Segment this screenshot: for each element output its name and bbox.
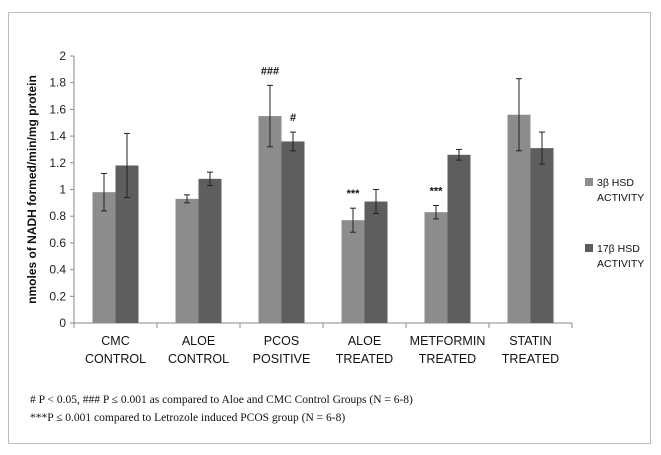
bar-17b-hsd <box>281 141 305 323</box>
y-tick-label: 0.2 <box>49 289 66 303</box>
bar-3b-hsd <box>341 220 365 323</box>
y-axis-title: nmoles of NADH formed/min/mg protein <box>25 75 39 304</box>
y-tick-label: 0.6 <box>49 236 66 250</box>
y-tick-label: 1.6 <box>49 102 66 116</box>
x-category-label: TREATED <box>336 352 393 366</box>
x-category-label: CONTROL <box>85 352 146 366</box>
y-tick-label: 1.8 <box>49 76 66 90</box>
labels: CMC CONTROL ALOE CONTROL PCOS POSITIVE ALOE TRE… <box>85 65 559 366</box>
y-tick-label: 1 <box>59 183 66 197</box>
x-category-label: CMC <box>101 334 129 348</box>
y-tick-label: 1.2 <box>49 156 66 170</box>
x-category-label: TREATED <box>502 352 559 366</box>
legend-label: ACTIVITY <box>597 258 644 270</box>
bar-3b-hsd <box>507 114 531 324</box>
y-tick-label: 2 <box>59 49 66 63</box>
bars <box>92 78 554 324</box>
bar-3b-hsd <box>424 212 448 323</box>
bar-17b-hsd <box>530 148 554 323</box>
footnote-significance-controls: # P < 0.05, ### P ≤ 0.001 as compared to… <box>30 394 413 406</box>
bar-17b-hsd <box>198 178 222 323</box>
legend-label: 17β HSD <box>597 243 640 255</box>
footnote-significance-pcos: ***P ≤ 0.001 compared to Letrozole induc… <box>30 412 346 424</box>
bar-17b-hsd <box>115 165 139 323</box>
legend-swatch <box>585 178 593 186</box>
significance-marker: # <box>290 112 296 124</box>
legend: 3β HSD ACTIVITY 17β HSD ACTIVITY <box>585 177 644 270</box>
x-category-label: METFORMIN <box>410 334 486 348</box>
legend-label: 3β HSD <box>597 177 634 189</box>
bar-17b-hsd <box>364 201 388 323</box>
bar-3b-hsd <box>175 198 199 323</box>
x-category-label: CONTROL <box>168 352 229 366</box>
significance-marker: *** <box>347 188 361 200</box>
x-category-label: STATIN <box>509 334 552 348</box>
bar-3b-hsd <box>92 192 116 323</box>
significance-marker: ### <box>261 65 279 77</box>
y-tick-label: 0.4 <box>49 263 66 277</box>
y-tick-label: 1.4 <box>49 129 66 143</box>
legend-swatch <box>585 244 593 252</box>
y-tick-label: 0.8 <box>49 209 66 223</box>
x-category-label: ALOE <box>348 334 381 348</box>
x-category-label: TREATED <box>419 352 476 366</box>
legend-label: ACTIVITY <box>597 192 644 204</box>
x-category-label: PCOS <box>264 334 299 348</box>
bar-17b-hsd <box>447 154 471 323</box>
significance-marker: *** <box>430 186 444 198</box>
bar-3b-hsd <box>258 116 282 323</box>
y-tick-label: 0 <box>59 316 66 330</box>
x-category-label: ALOE <box>182 334 215 348</box>
x-category-label: POSITIVE <box>253 352 311 366</box>
axes: 0 0.2 0.4 0.6 0.8 1 1.2 1.4 1.6 1.8 2 nmoles of NAD… <box>25 49 573 330</box>
